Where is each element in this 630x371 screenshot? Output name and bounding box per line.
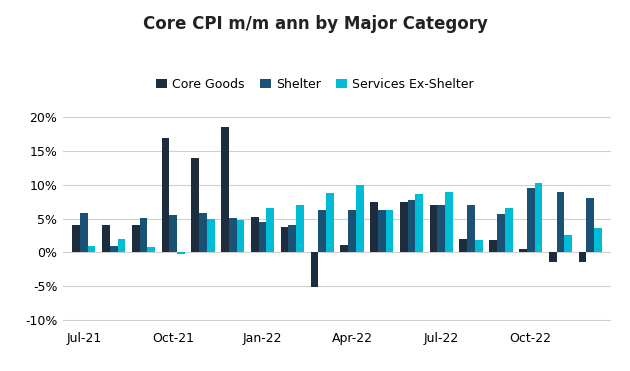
- Bar: [348, 210, 356, 252]
- Bar: [490, 240, 497, 252]
- Bar: [229, 218, 237, 252]
- Bar: [318, 210, 326, 252]
- Bar: [221, 128, 229, 252]
- Bar: [132, 224, 140, 252]
- Bar: [326, 193, 334, 252]
- Bar: [140, 218, 147, 252]
- Bar: [169, 215, 177, 252]
- Bar: [340, 245, 348, 252]
- Bar: [497, 214, 505, 252]
- Bar: [505, 209, 512, 252]
- Bar: [251, 217, 259, 252]
- Bar: [527, 188, 534, 252]
- Bar: [549, 252, 556, 262]
- Bar: [400, 202, 408, 252]
- Bar: [237, 220, 244, 252]
- Bar: [445, 191, 453, 252]
- Bar: [519, 249, 527, 252]
- Bar: [289, 225, 296, 252]
- Bar: [578, 252, 587, 262]
- Bar: [162, 138, 169, 252]
- Bar: [356, 186, 364, 252]
- Bar: [207, 219, 215, 252]
- Bar: [437, 205, 445, 252]
- Bar: [177, 252, 185, 254]
- Bar: [587, 198, 594, 252]
- Bar: [594, 228, 602, 252]
- Bar: [534, 184, 542, 252]
- Bar: [266, 209, 274, 252]
- Bar: [259, 222, 266, 252]
- Bar: [118, 239, 125, 252]
- Bar: [415, 194, 423, 252]
- Bar: [147, 247, 155, 252]
- Bar: [467, 205, 475, 252]
- Bar: [370, 202, 378, 252]
- Bar: [564, 235, 572, 252]
- Bar: [102, 224, 110, 252]
- Bar: [88, 246, 96, 252]
- Bar: [281, 227, 289, 252]
- Bar: [408, 200, 415, 252]
- Bar: [556, 191, 564, 252]
- Bar: [80, 213, 88, 252]
- Bar: [459, 239, 467, 252]
- Bar: [475, 240, 483, 252]
- Text: Core CPI m/m ann by Major Category: Core CPI m/m ann by Major Category: [142, 15, 488, 33]
- Legend: Core Goods, Shelter, Services Ex-Shelter: Core Goods, Shelter, Services Ex-Shelter: [151, 73, 479, 96]
- Bar: [296, 205, 304, 252]
- Bar: [378, 210, 386, 252]
- Bar: [192, 158, 199, 252]
- Bar: [72, 224, 80, 252]
- Bar: [199, 213, 207, 252]
- Bar: [386, 210, 393, 252]
- Bar: [311, 252, 318, 288]
- Bar: [110, 246, 118, 252]
- Bar: [430, 205, 437, 252]
